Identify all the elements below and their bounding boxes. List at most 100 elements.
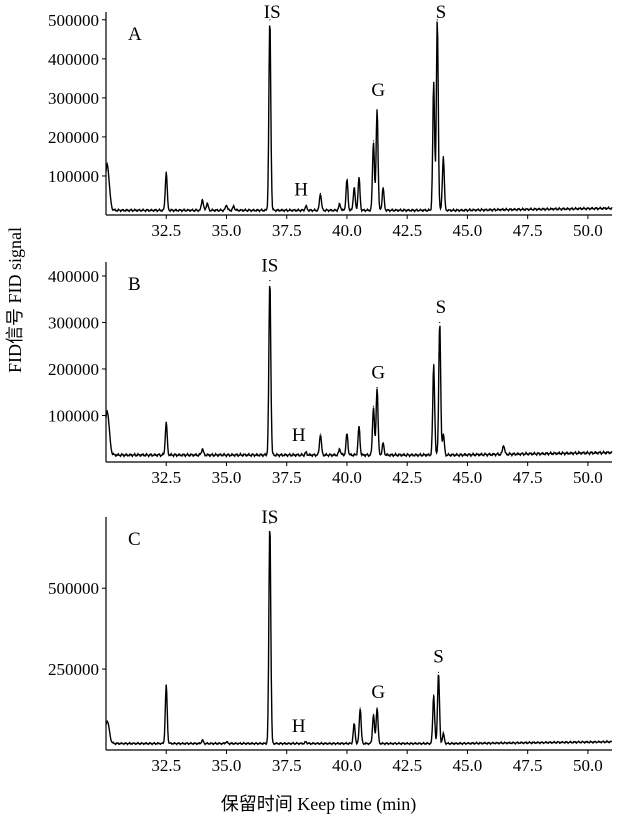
x-tick-label: 47.5 bbox=[513, 221, 543, 240]
peak-point bbox=[106, 163, 108, 165]
peak-point bbox=[439, 321, 441, 324]
peak-point bbox=[269, 280, 271, 282]
x-tick-label: 45.0 bbox=[453, 756, 483, 775]
peak-point bbox=[376, 386, 378, 389]
peak-annotation: IS bbox=[264, 2, 281, 23]
y-tick-label: 100000 bbox=[48, 167, 99, 186]
x-axis-title: 保留时间 Keep time (min) bbox=[220, 794, 417, 814]
x-tick-label: 37.5 bbox=[272, 468, 302, 487]
peak-point bbox=[436, 19, 438, 21]
peak-annotation: G bbox=[371, 362, 385, 383]
peak-annotation: S bbox=[436, 297, 447, 318]
peak-point bbox=[346, 433, 348, 435]
panel-label: A bbox=[128, 24, 142, 45]
y-tick-label: 400000 bbox=[48, 267, 99, 286]
y-tick-label: 300000 bbox=[48, 313, 99, 332]
peak-annotation: H bbox=[294, 179, 308, 200]
x-tick-label: 50.0 bbox=[573, 468, 603, 487]
x-tick-label: 40.0 bbox=[332, 756, 362, 775]
signal-trace bbox=[105, 21, 613, 213]
peak-point bbox=[442, 433, 444, 435]
panel-label: B bbox=[128, 274, 141, 295]
peak-point bbox=[339, 448, 341, 450]
y-tick-label: 300000 bbox=[48, 89, 99, 108]
x-tick-label: 35.0 bbox=[212, 221, 242, 240]
x-tick-label: 47.5 bbox=[513, 756, 543, 775]
x-tick-label: 32.5 bbox=[151, 756, 181, 775]
peak-point bbox=[201, 739, 203, 741]
x-tick-label: 50.0 bbox=[573, 221, 603, 240]
x-tick-label: 45.0 bbox=[453, 468, 483, 487]
y-tick-label: 200000 bbox=[48, 360, 99, 379]
panel-a: 32.5 35.0 37.5 40.0 42.5 45.0 47.5 50.0 100000 20… bbox=[48, 2, 613, 240]
peak-point bbox=[225, 741, 228, 743]
x-tick-label: 37.5 bbox=[272, 221, 302, 240]
peak-point bbox=[165, 171, 167, 173]
peak-point bbox=[305, 205, 307, 208]
peak-point bbox=[305, 741, 307, 743]
peak-point bbox=[165, 421, 167, 424]
panel-c: 32.5 35.0 37.5 40.0 42.5 45.0 47.5 50.0 250000 50… bbox=[48, 507, 613, 775]
peak-point bbox=[269, 19, 271, 21]
peak-point bbox=[106, 410, 108, 412]
x-tick-label: 40.0 bbox=[332, 221, 362, 240]
peak-point bbox=[269, 522, 271, 525]
signal-trace bbox=[105, 530, 613, 746]
y-tick-label: 500000 bbox=[48, 579, 99, 598]
x-tick-label: 37.5 bbox=[272, 756, 302, 775]
peak-point bbox=[353, 187, 355, 189]
peak-annotation: IS bbox=[261, 255, 278, 276]
peak-point bbox=[433, 363, 435, 365]
x-tick-label: 42.5 bbox=[392, 468, 422, 487]
peak-point bbox=[106, 720, 108, 722]
panel-b: 32.5 35.0 37.5 40.0 42.5 45.0 47.5 50.0 100000 20… bbox=[48, 255, 613, 487]
peak-annotation: H bbox=[292, 716, 306, 737]
peak-point bbox=[358, 426, 360, 428]
y-tick-label: 100000 bbox=[48, 406, 99, 425]
x-tick-label: 47.5 bbox=[513, 468, 543, 487]
peak-point bbox=[437, 671, 440, 673]
y-tick-label: 400000 bbox=[48, 50, 99, 69]
y-axis-title-text: FID信号 FID signal bbox=[5, 226, 25, 374]
peak-point bbox=[372, 140, 375, 142]
x-tick-label: 40.0 bbox=[332, 468, 362, 487]
peak-point bbox=[319, 433, 322, 435]
x-tick-label: 35.0 bbox=[212, 756, 242, 775]
peak-point bbox=[376, 707, 378, 709]
x-tick-label: 32.5 bbox=[151, 221, 181, 240]
x-tick-label: 50.0 bbox=[573, 756, 603, 775]
peak-point bbox=[359, 707, 361, 709]
peak-annotation: G bbox=[371, 80, 385, 101]
peak-point bbox=[319, 192, 322, 195]
peak-point bbox=[442, 733, 444, 735]
signal-trace bbox=[105, 285, 613, 459]
x-tick-label: 35.0 bbox=[212, 468, 242, 487]
peak-point bbox=[201, 448, 203, 450]
x-tick-label: 45.0 bbox=[453, 221, 483, 240]
peak-annotation: IS bbox=[261, 507, 278, 528]
x-tick-label: 42.5 bbox=[392, 221, 422, 240]
peak-point bbox=[372, 713, 375, 716]
peak-point bbox=[372, 405, 375, 407]
peak-point bbox=[358, 177, 360, 179]
y-tick-label: 200000 bbox=[48, 128, 99, 147]
y-axis-title: FID信号 FID signal bbox=[5, 227, 44, 373]
peak-point bbox=[339, 203, 341, 205]
peak-point bbox=[346, 179, 348, 181]
peak-annotation: G bbox=[371, 682, 385, 703]
peak-point bbox=[376, 108, 378, 111]
y-tick-label: 250000 bbox=[48, 660, 99, 679]
peak-point bbox=[165, 684, 167, 686]
peak-point bbox=[382, 442, 384, 444]
peak-point bbox=[233, 205, 235, 208]
peak-annotation: S bbox=[433, 647, 444, 668]
x-tick-label: 42.5 bbox=[392, 756, 422, 775]
peak-point bbox=[442, 155, 444, 158]
peak-point bbox=[206, 202, 208, 204]
peak-point bbox=[502, 445, 505, 447]
peak-point bbox=[305, 452, 307, 454]
peak-point bbox=[225, 204, 228, 206]
peak-annotation: S bbox=[436, 2, 447, 23]
panel-label: C bbox=[128, 529, 141, 550]
